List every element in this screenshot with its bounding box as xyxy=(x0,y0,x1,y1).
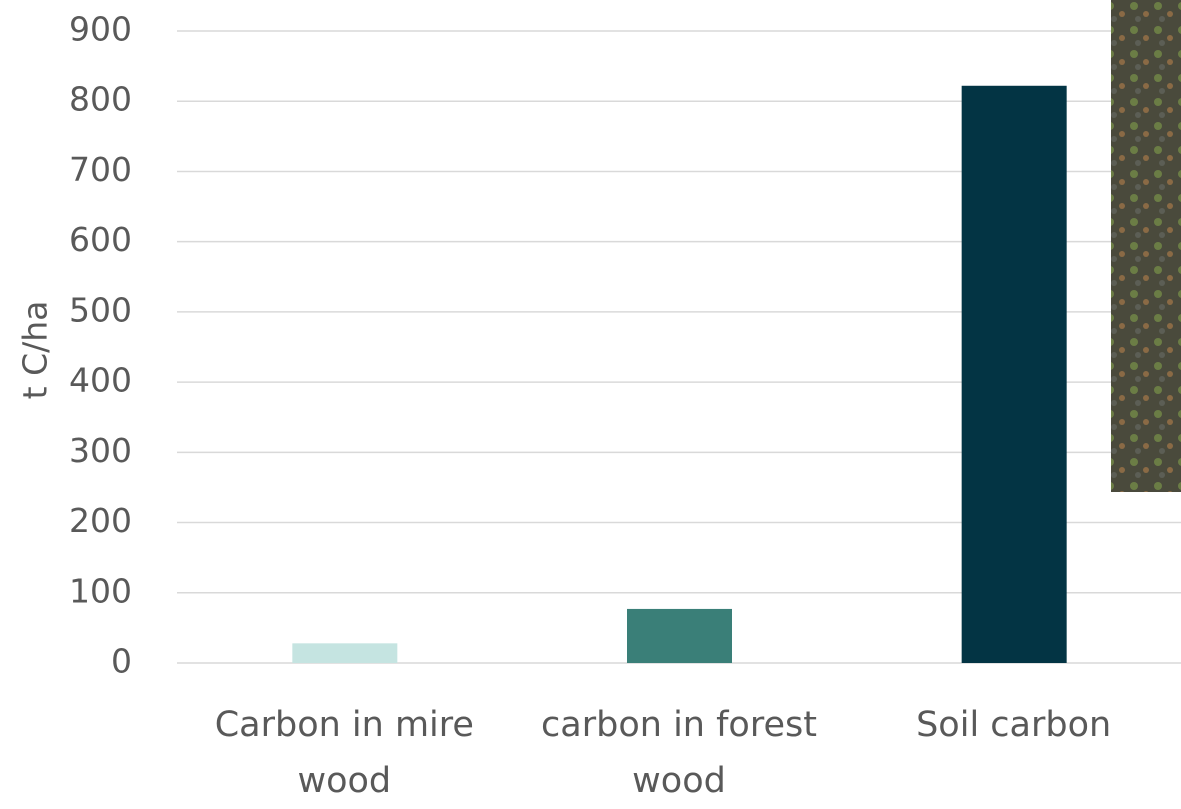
y-tick-label: 700 xyxy=(69,150,132,189)
y-tick-label: 600 xyxy=(69,220,132,259)
y-tick-label: 500 xyxy=(69,290,132,329)
x-tick-label: Soil carbon xyxy=(916,705,1112,745)
y-tick-label: 300 xyxy=(69,431,132,470)
x-tick-label: carbon in forest wood xyxy=(541,705,817,801)
y-tick-label: 200 xyxy=(69,501,132,540)
y-axis-title: t C/ha xyxy=(16,301,55,400)
bar xyxy=(627,608,732,663)
photo xyxy=(1111,0,1181,492)
y-tick-label: 0 xyxy=(111,642,132,681)
x-tick-label: Carbon in mire wood xyxy=(214,705,474,801)
y-tick-label: 900 xyxy=(69,10,132,49)
y-tick-label: 400 xyxy=(69,361,132,400)
y-tick-label: 800 xyxy=(69,80,132,119)
bar xyxy=(961,85,1067,664)
bar xyxy=(292,643,398,663)
y-tick-label: 100 xyxy=(69,571,132,610)
